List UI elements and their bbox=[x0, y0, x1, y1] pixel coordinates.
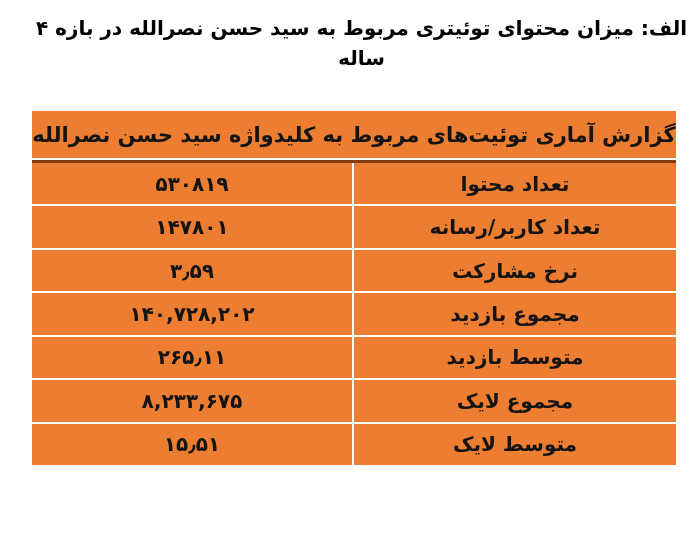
metric-label: تعداد کاربر/رسانه bbox=[352, 206, 676, 248]
metric-label: مجموع لایک bbox=[352, 380, 676, 422]
table-row: نرخ مشارکت ۳٫۵۹ bbox=[32, 247, 676, 292]
table-body: تعداد محتوا ۵۳۰۸۱۹ تعداد کاربر/رسانه ۱۴۷۸۰۱… bbox=[32, 163, 676, 465]
metric-label: نرخ مشارکت bbox=[352, 249, 676, 292]
metric-label: تعداد محتوا bbox=[352, 163, 676, 205]
table-row: مجموع لایک ۸,۲۳۳,۶۷۵ bbox=[32, 378, 676, 422]
metric-value: ۱۵٫۵۱ bbox=[163, 432, 221, 457]
metric-value: ۱۴۰,۷۲۸,۲۰۲ bbox=[129, 301, 255, 326]
metric-label: متوسط لایک bbox=[352, 423, 676, 465]
metric-label: مجموع بازدید bbox=[352, 293, 676, 335]
metric-value: ۵۳۰۸۱۹ bbox=[155, 171, 229, 196]
metric-value: ۱۴۷۸۰۱ bbox=[155, 215, 229, 240]
table-row: متوسط لایک ۱۵٫۵۱ bbox=[32, 421, 676, 465]
metric-value: ۳٫۵۹ bbox=[169, 258, 215, 283]
stats-table: گزارش آماری توئیت‌های مربوط به کلیدواژه … bbox=[32, 111, 676, 465]
figure-caption: الف: میزان محتوای توئیتری مربوط به سید ح… bbox=[35, 16, 688, 70]
table-title: گزارش آماری توئیت‌های مربوط به کلیدواژه … bbox=[32, 111, 676, 160]
header-divider-line bbox=[32, 160, 676, 163]
metric-value: ۸,۲۳۳,۶۷۵ bbox=[141, 388, 243, 413]
table-row: تعداد کاربر/رسانه ۱۴۷۸۰۱ bbox=[32, 204, 676, 248]
table-row: متوسط بازدید ۲۶۵٫۱۱ bbox=[32, 334, 676, 379]
metric-value: ۲۶۵٫۱۱ bbox=[157, 345, 227, 370]
table-row: تعداد محتوا ۵۳۰۸۱۹ bbox=[32, 163, 676, 205]
metric-label: متوسط بازدید bbox=[352, 336, 676, 379]
table-row: مجموع بازدید ۱۴۰,۷۲۸,۲۰۲ bbox=[32, 291, 676, 335]
